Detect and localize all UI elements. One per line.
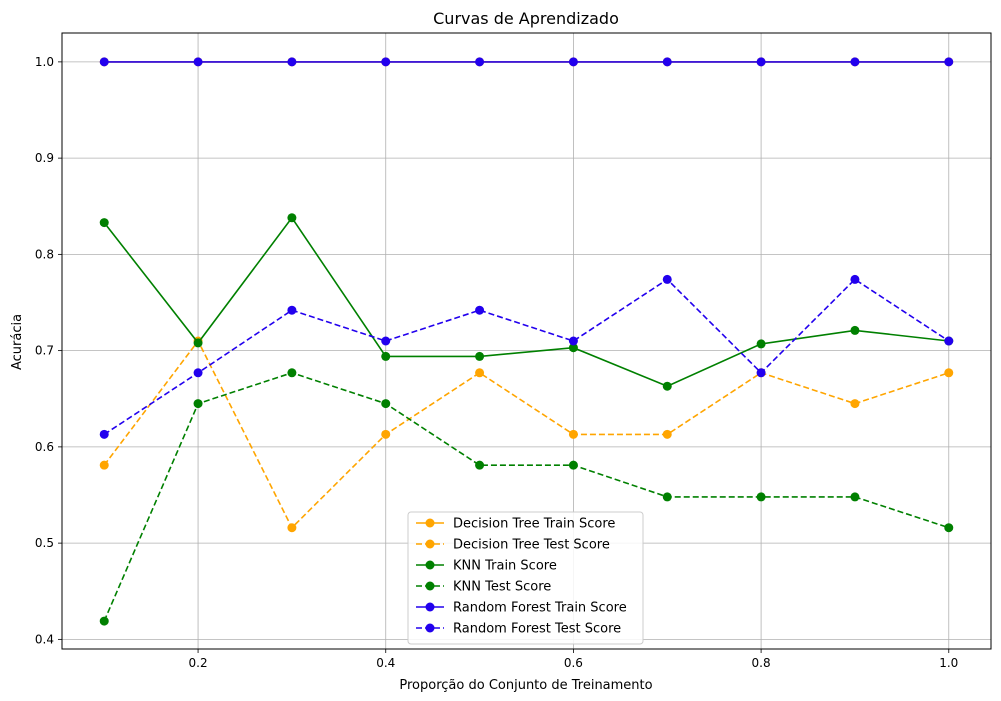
series-layer [99, 57, 954, 626]
data-point [381, 57, 391, 67]
data-point [99, 57, 109, 67]
data-point [756, 492, 766, 502]
y-tick-label: 0.7 [35, 344, 54, 358]
x-tick-label: 0.2 [189, 656, 208, 670]
data-point [475, 460, 485, 470]
data-point [99, 218, 109, 228]
y-tick-label: 1.0 [35, 55, 54, 69]
data-point [756, 368, 766, 378]
data-point [662, 274, 672, 284]
data-point [287, 57, 297, 67]
legend-label: Decision Tree Train Score [453, 517, 615, 532]
data-point [193, 338, 203, 348]
y-tick-label: 0.5 [35, 536, 54, 550]
data-point [568, 429, 578, 439]
data-point [850, 325, 860, 335]
series-knn-test-score [99, 368, 954, 626]
data-point [287, 368, 297, 378]
data-point [287, 213, 297, 223]
data-point [850, 399, 860, 409]
data-point [568, 343, 578, 353]
x-axis-label: Proporção do Conjunto de Treinamento [399, 678, 652, 693]
y-tick-label: 0.4 [35, 632, 54, 646]
y-tick-label: 0.8 [35, 247, 54, 261]
data-point [193, 57, 203, 67]
data-point [99, 460, 109, 470]
series-line [103, 339, 950, 530]
data-point [475, 305, 485, 315]
data-point [944, 57, 954, 67]
data-point [850, 274, 860, 284]
data-point [381, 351, 391, 361]
series-line [103, 216, 949, 388]
chart-title: Curvas de Aprendizado [433, 9, 619, 28]
y-axis-label: Acurácia [10, 314, 25, 370]
x-tick-label: 0.8 [752, 656, 771, 670]
data-point [287, 305, 297, 315]
legend-marker [425, 602, 435, 612]
data-point [99, 616, 109, 626]
series-decision-tree-test-score [99, 336, 954, 533]
data-point [475, 57, 485, 67]
legend: Decision Tree Train Score Decision Tree T… [407, 511, 644, 645]
plot-frame [61, 32, 992, 650]
data-point [568, 336, 578, 346]
legend-label: KNN Train Score [453, 559, 557, 574]
x-tick-label: 0.4 [376, 656, 395, 670]
data-point [568, 57, 578, 67]
data-point [662, 57, 672, 67]
y-tick-label: 0.9 [35, 151, 54, 165]
x-tick-label: 0.6 [564, 656, 583, 670]
x-tick-label: 1.0 [939, 656, 958, 670]
data-point [475, 368, 485, 378]
series-random-forest-test-score [99, 274, 954, 439]
data-point [850, 57, 860, 67]
data-point [662, 429, 672, 439]
legend-box [407, 511, 644, 645]
data-point [662, 381, 672, 391]
data-point [381, 336, 391, 346]
data-point [99, 429, 109, 439]
data-point [850, 492, 860, 502]
data-point [756, 57, 766, 67]
data-point [944, 523, 954, 533]
legend-label: Random Forest Test Score [453, 622, 621, 637]
data-point [662, 492, 672, 502]
axis-ticks: 0.2 0.4 0.6 0.8 1.0 0.4 0.5 0.6 0.7 0.8 0.9 1.0 [35, 55, 958, 670]
data-point [193, 399, 203, 409]
data-point [944, 368, 954, 378]
legend-marker [425, 539, 435, 549]
legend-marker [425, 581, 435, 591]
legend-marker [425, 560, 435, 570]
data-point [944, 336, 954, 346]
series-line [103, 278, 950, 436]
data-point [193, 368, 203, 378]
data-point [381, 399, 391, 409]
data-point [568, 460, 578, 470]
y-tick-label: 0.6 [35, 440, 54, 454]
legend-label: Decision Tree Test Score [453, 538, 610, 553]
data-point [475, 351, 485, 361]
legend-label: KNN Test Score [453, 580, 551, 595]
data-point [756, 339, 766, 349]
legend-marker [425, 518, 435, 528]
data-point [287, 523, 297, 533]
data-point [381, 429, 391, 439]
series-knn-train-score [99, 213, 954, 391]
series-random-forest-train-score [99, 57, 954, 67]
legend-label: Random Forest Train Score [453, 601, 627, 616]
legend-marker [425, 623, 435, 633]
